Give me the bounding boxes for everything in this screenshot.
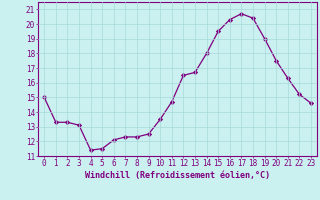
X-axis label: Windchill (Refroidissement éolien,°C): Windchill (Refroidissement éolien,°C)	[85, 171, 270, 180]
